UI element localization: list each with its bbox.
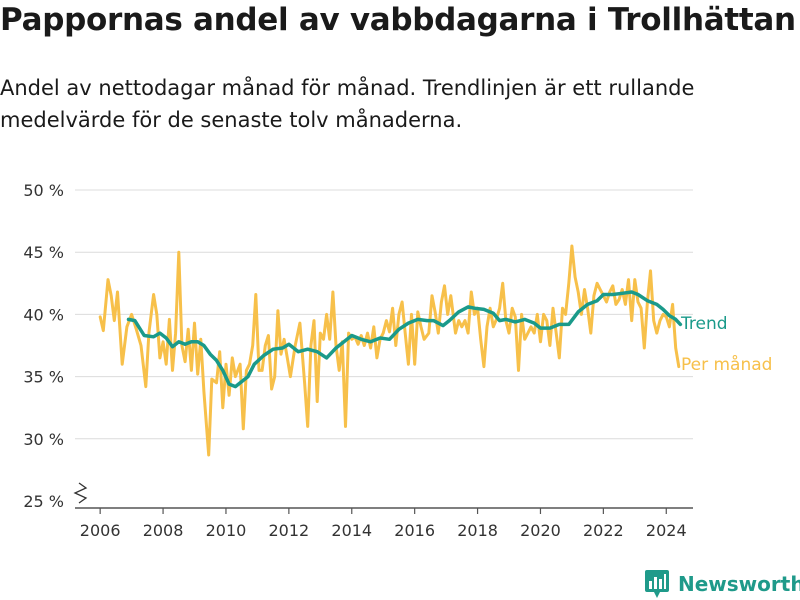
y-tick-label: 50 % (23, 181, 64, 200)
axis-break-icon (73, 482, 88, 504)
x-tick-label: 2022 (583, 521, 624, 540)
monthly-series-label: Per månad (681, 354, 772, 375)
chart-title: Pappornas andel av vabbdagarna i Trollhä… (0, 2, 796, 38)
x-tick-label: 2014 (331, 521, 372, 540)
y-tick-label: 30 % (23, 430, 64, 449)
x-tick-label: 2016 (394, 521, 435, 540)
x-tick-label: 2020 (520, 521, 561, 540)
newsworthy-logo-icon (645, 570, 669, 598)
x-tick-label: 2024 (646, 521, 687, 540)
x-tick-label: 2010 (206, 521, 247, 540)
brand-name: Newsworthy (678, 572, 800, 596)
trend-series-line (126, 290, 683, 389)
x-tick-label: 2006 (80, 521, 121, 540)
x-tick-label: 2012 (269, 521, 310, 540)
y-tick-label: 40 % (23, 305, 64, 324)
x-tick-label: 2018 (457, 521, 498, 540)
y-tick-label: 35 % (23, 368, 64, 387)
x-tick-label: 2008 (143, 521, 184, 540)
monthly-series-line (98, 244, 681, 457)
chart-subtitle: Andel av nettodagar månad för månad. Tre… (0, 76, 695, 132)
brand-logo: Newsworthy (644, 568, 800, 600)
y-tick-label: 45 % (23, 243, 64, 262)
trend-series-label: Trend (680, 314, 728, 334)
y-tick-label: 25 % (23, 492, 64, 511)
